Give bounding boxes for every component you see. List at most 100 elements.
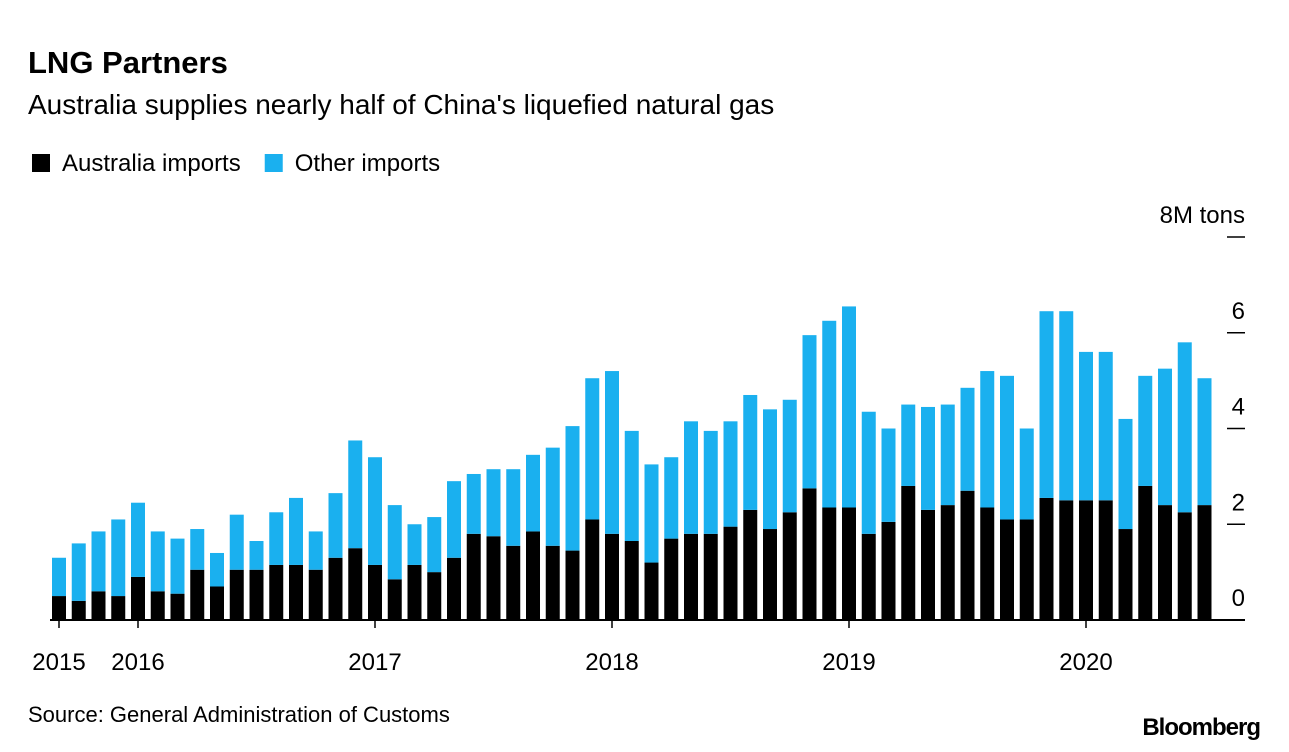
x-tick-label: 2016 (111, 649, 164, 676)
bar (131, 502, 145, 577)
bar (585, 519, 600, 620)
bar (526, 531, 540, 620)
bar (308, 531, 323, 570)
bar (328, 493, 343, 558)
bar (91, 591, 106, 620)
bar (624, 541, 639, 620)
bar (901, 485, 916, 620)
y-tick-label: 6 (1232, 298, 1245, 325)
bar (368, 564, 382, 620)
bar (1059, 311, 1074, 501)
x-tick-label: 2017 (348, 649, 401, 676)
bar (1197, 505, 1212, 620)
bar (664, 538, 679, 620)
bar (960, 387, 975, 491)
bar (1177, 342, 1192, 513)
bar (763, 409, 777, 530)
bar (111, 596, 126, 620)
bar (664, 457, 679, 539)
bar (71, 600, 86, 620)
bar (1039, 311, 1054, 498)
bar (308, 569, 323, 620)
bar (1059, 500, 1074, 620)
bar (210, 586, 224, 620)
bar (605, 533, 619, 620)
bar (447, 481, 461, 558)
bar (52, 596, 66, 620)
bar (1138, 375, 1153, 486)
bar (605, 371, 619, 534)
bar (387, 579, 402, 620)
bar (565, 426, 580, 551)
bar (466, 533, 481, 620)
bar (901, 404, 916, 486)
bar (1000, 519, 1014, 620)
bar (249, 569, 264, 620)
bar (269, 512, 284, 565)
bar (684, 533, 698, 620)
bar (150, 591, 165, 620)
y-tick-label: 0 (1232, 585, 1245, 612)
bar (565, 550, 580, 620)
bar (822, 507, 837, 620)
bar (486, 536, 501, 620)
bar (881, 428, 896, 522)
bar (328, 557, 343, 620)
x-tick-label: 2018 (585, 649, 638, 676)
bar (743, 394, 758, 510)
bar (1039, 497, 1054, 620)
bar (131, 576, 145, 620)
bar (1118, 418, 1133, 530)
bar (1158, 505, 1172, 620)
bar (802, 335, 817, 489)
chart-subtitle: Australia supplies nearly half of China'… (28, 89, 774, 120)
chart-title: LNG Partners (28, 45, 228, 80)
bar (249, 541, 264, 570)
bar (585, 378, 600, 520)
bar (782, 512, 797, 620)
bar (170, 593, 185, 620)
x-tick-label: 2020 (1059, 649, 1112, 676)
bar (447, 557, 461, 620)
bar (822, 320, 837, 508)
bar (229, 569, 244, 620)
bar (210, 552, 224, 587)
bar (269, 564, 284, 620)
bar (1079, 351, 1093, 501)
bar (1000, 375, 1014, 520)
bar (348, 548, 363, 620)
bar (703, 430, 718, 534)
bar (842, 306, 856, 508)
bar (782, 399, 797, 513)
bar (229, 514, 244, 570)
bar (861, 411, 876, 534)
bar (980, 507, 995, 620)
bar (1118, 529, 1133, 620)
bar (624, 430, 639, 542)
bar (52, 557, 66, 597)
bar (506, 469, 521, 546)
bar (842, 507, 856, 620)
bar (545, 545, 560, 620)
bar (861, 533, 876, 620)
bar (881, 521, 896, 620)
bar (427, 572, 442, 620)
y-tick-label: 8M tons (1160, 202, 1245, 229)
bar (802, 488, 817, 620)
source: Source: General Administration of Custom… (28, 702, 450, 727)
credit: Bloomberg (1142, 714, 1260, 741)
bar (486, 469, 501, 537)
bar (348, 440, 363, 549)
y-tick-label: 4 (1232, 394, 1245, 421)
bar (368, 457, 382, 565)
bar (407, 524, 422, 565)
bar (743, 509, 758, 620)
bar (723, 421, 738, 527)
bar (1019, 428, 1034, 520)
x-tick-label: 2019 (822, 649, 875, 676)
bar (289, 497, 303, 565)
y-tick-label: 2 (1232, 489, 1245, 516)
bar (190, 569, 205, 620)
legend-swatch (264, 154, 283, 172)
